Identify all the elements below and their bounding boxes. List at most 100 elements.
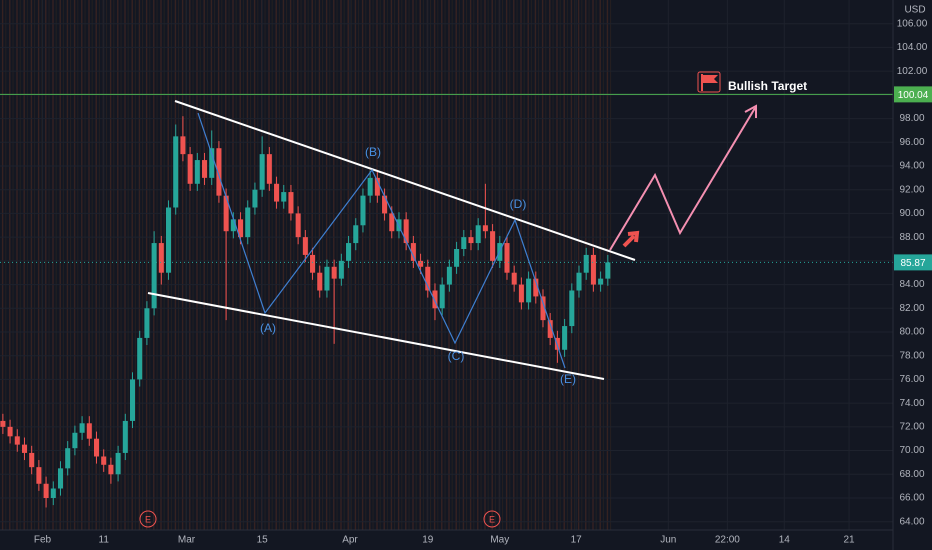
candle-body	[101, 456, 107, 465]
x-tick-label: 21	[844, 535, 856, 546]
breakout-arrow	[622, 230, 640, 248]
price-axis[interactable]	[893, 0, 932, 550]
y-tick-label: 72.00	[899, 421, 924, 432]
candle-body	[281, 192, 287, 202]
candle-body	[576, 272, 582, 291]
candle-body	[29, 452, 35, 468]
candle-body	[158, 243, 164, 273]
x-tick-label: Apr	[342, 535, 358, 546]
candle-body	[331, 266, 337, 279]
y-tick-label: 90.00	[899, 208, 924, 219]
x-tick-label: 15	[257, 535, 269, 546]
candle-body	[122, 420, 128, 453]
y-tick-label: 104.00	[897, 42, 928, 53]
candle-body	[439, 284, 445, 309]
candle-body	[425, 266, 431, 291]
y-tick-label: 82.00	[899, 303, 924, 314]
candle-body	[165, 207, 172, 273]
candle-body	[468, 237, 474, 244]
y-tick-label: 88.00	[899, 232, 924, 243]
y-tick-label: 80.00	[899, 327, 924, 338]
y-tick-label: 78.00	[899, 350, 924, 361]
candle-body	[295, 213, 301, 238]
candle-body	[490, 231, 496, 261]
event-label: E	[489, 514, 495, 524]
x-tick-label: 22:00	[715, 535, 740, 546]
candle-body	[324, 266, 330, 291]
candle-body	[288, 192, 294, 214]
candle-body	[216, 148, 222, 196]
candle-body	[202, 160, 208, 178]
event-label: E	[145, 514, 151, 524]
x-tick-label: May	[490, 535, 509, 546]
wave-label: (E)	[560, 372, 576, 386]
y-tick-label: 66.00	[899, 493, 924, 504]
projection-arrow	[744, 104, 757, 118]
candle-body	[173, 136, 179, 208]
candle-body	[569, 290, 575, 327]
candle-body	[21, 444, 28, 453]
indicator-stripes	[0, 0, 612, 530]
candle-body	[137, 337, 143, 380]
candle-body	[418, 260, 424, 267]
y-tick-label: 64.00	[899, 516, 924, 527]
candle-body	[475, 225, 481, 244]
time-axis[interactable]	[0, 530, 893, 550]
y-tick-label: 102.00	[897, 66, 928, 77]
candles	[0, 93, 893, 508]
candle-body	[129, 379, 136, 421]
candle-body	[36, 467, 42, 484]
y-tick-label: 96.00	[899, 137, 924, 148]
projection	[609, 107, 756, 251]
candle-body	[590, 254, 596, 285]
x-tick-label: Jun	[660, 535, 676, 546]
wedge-upper	[174, 100, 636, 261]
candle-body	[274, 183, 280, 202]
x-tick-label: 17	[571, 535, 583, 546]
candle-body	[108, 464, 114, 475]
candle-body	[511, 272, 517, 285]
candle-body	[43, 483, 49, 498]
y-tick-label: 98.00	[899, 113, 924, 124]
candle-body	[180, 136, 186, 155]
event-marker[interactable]	[139, 510, 157, 528]
candle-body	[461, 237, 467, 249]
candle-body	[446, 266, 452, 285]
candle-body	[403, 219, 409, 244]
x-tick-label: 14	[779, 535, 791, 546]
candle-body	[526, 278, 532, 303]
candle-body	[57, 468, 64, 489]
target-price-label: 100.04	[898, 90, 929, 101]
wedge-lower	[147, 292, 605, 380]
x-tick-label: 19	[422, 535, 434, 546]
candle-body	[605, 262, 611, 279]
candle-body	[65, 448, 71, 469]
event-marker[interactable]	[483, 510, 501, 528]
candle-body	[317, 272, 323, 291]
candle-body	[562, 326, 568, 350]
drawings: Bullish Target (A) (B) (C) (D) (E) E E	[139, 71, 807, 528]
candle-body	[209, 148, 215, 178]
candle-body	[482, 225, 488, 232]
candle-body	[115, 452, 121, 475]
candle-body	[338, 260, 344, 279]
last-price-box	[894, 254, 932, 271]
target-label: Bullish Target	[728, 79, 807, 93]
candle-body	[93, 438, 100, 457]
currency-label: USD	[904, 5, 925, 16]
y-tick-label: 68.00	[899, 469, 924, 480]
candle-body	[533, 278, 539, 297]
wave-label: (A)	[260, 321, 276, 335]
candle-body	[72, 432, 78, 449]
candle-body	[353, 225, 359, 244]
candle-body	[86, 423, 92, 439]
candle-body	[187, 154, 193, 184]
candle-body	[346, 243, 352, 261]
wave-label: (D)	[510, 197, 527, 211]
x-tick-label: Feb	[34, 535, 52, 546]
candle-body	[504, 243, 510, 273]
candle-body	[245, 207, 251, 238]
candle-body	[7, 426, 13, 437]
x-tick-label: 11	[99, 535, 110, 546]
